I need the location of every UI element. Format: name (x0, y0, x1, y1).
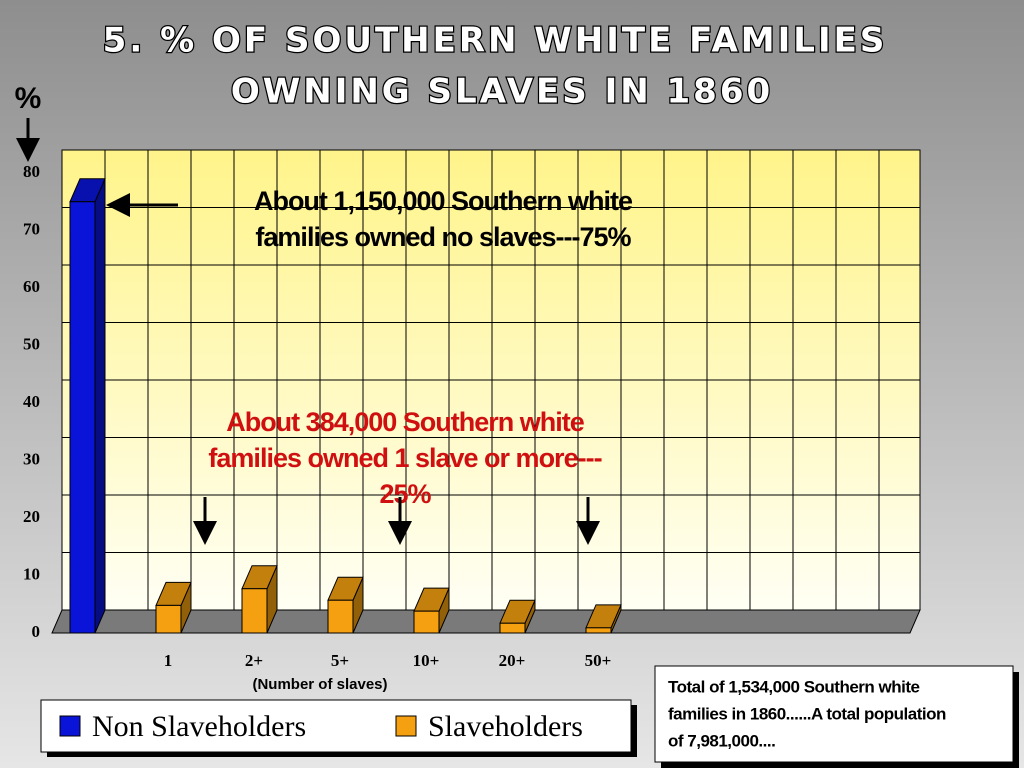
y-axis-label: % (15, 82, 42, 115)
legend-swatch (59, 715, 81, 737)
x-tick-label: 1 (164, 651, 173, 670)
y-tick-label: 10 (23, 564, 40, 583)
y-tick-label: 60 (23, 277, 40, 296)
annotation: About 384,000 Southern white (226, 407, 585, 437)
note: Total of 1,534,000 Southern white (668, 677, 920, 696)
legend-label: Non Slaveholders (92, 710, 306, 743)
note: of 7,981,000.... (668, 731, 775, 750)
y-tick-label: 20 (23, 507, 40, 526)
legend (40, 699, 632, 753)
x-tick-label: 50+ (585, 651, 612, 670)
annotation: families owned 1 slave or more--- (208, 443, 601, 473)
y-tick-label: 40 (23, 392, 40, 411)
y-tick-label: 70 (23, 219, 40, 238)
x-tick-label: 2+ (245, 651, 263, 670)
legend-label: Slaveholders (428, 710, 583, 743)
bar (155, 604, 182, 634)
annotation: About 1,150,000 Southern white (254, 186, 633, 216)
annotation: families owned no slaves---75% (255, 222, 631, 252)
bar (241, 588, 268, 634)
x-tick-label: 20+ (499, 651, 526, 670)
y-tick-label: 30 (23, 449, 40, 468)
bar (413, 610, 440, 634)
bar (585, 627, 612, 634)
legend-swatch (395, 715, 417, 737)
chart-title: OWNING SLAVES IN 1860 (231, 72, 773, 112)
bar-side (94, 178, 106, 634)
annotation: 25% (379, 479, 431, 509)
x-tick-label: 10+ (413, 651, 440, 670)
x-tick-label: 5+ (331, 651, 349, 670)
chart-title: 5. % OF SOUTHERN WHITE FAMILIES (103, 21, 888, 61)
note-box (654, 665, 1014, 763)
bar (69, 201, 96, 634)
note: families in 1860......A total population (668, 704, 946, 723)
bar (499, 622, 526, 634)
bar (327, 599, 354, 634)
y-tick-label: 80 (23, 162, 40, 181)
x-axis-label: (Number of slaves) (252, 676, 387, 693)
y-tick-label: 0 (32, 622, 41, 641)
y-tick-label: 50 (23, 334, 40, 353)
